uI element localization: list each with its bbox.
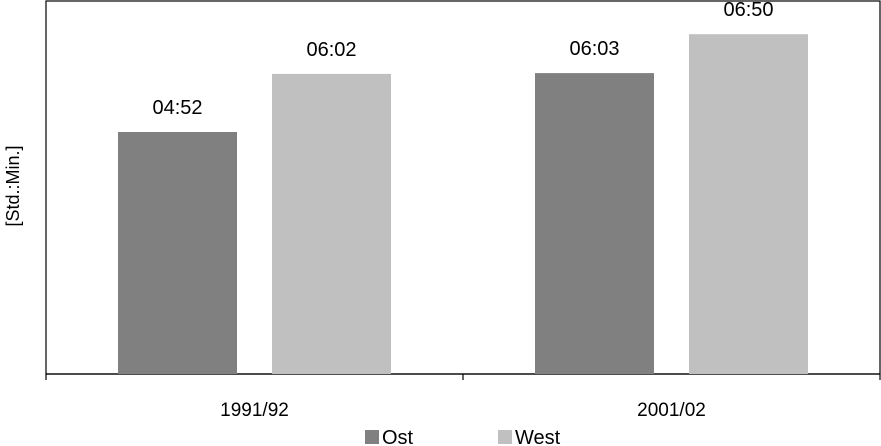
bar-ost-1991-92 — [118, 132, 237, 374]
bars-layer — [118, 34, 808, 375]
legend-swatch-west — [498, 430, 512, 444]
x-tick-label-2001-02: 2001/02 — [637, 400, 706, 421]
value-label-ost-1991-92: 04:52 — [152, 97, 202, 119]
bar-ost-2001-02 — [535, 73, 654, 374]
value-labels-layer: 04:52 06:02 06:03 06:50 — [152, 0, 773, 119]
legend-swatch-ost — [365, 430, 379, 444]
x-ticks-layer: 1991/92 2001/02 — [45, 374, 881, 421]
bar-west-1991-92 — [272, 73, 391, 375]
value-label-west-1991-92: 06:02 — [306, 39, 356, 61]
legend-label-ost: Ost — [382, 427, 414, 446]
y-axis-title: [Std.:Min.] — [3, 145, 23, 226]
legend: Ost West — [365, 427, 561, 446]
value-label-ost-2001-02: 06:03 — [569, 38, 619, 60]
legend-label-west: West — [515, 427, 561, 446]
x-tick-label-1991-92: 1991/92 — [220, 400, 289, 421]
bar-west-2001-02 — [689, 34, 808, 374]
value-label-west-2001-02: 06:50 — [723, 0, 773, 21]
